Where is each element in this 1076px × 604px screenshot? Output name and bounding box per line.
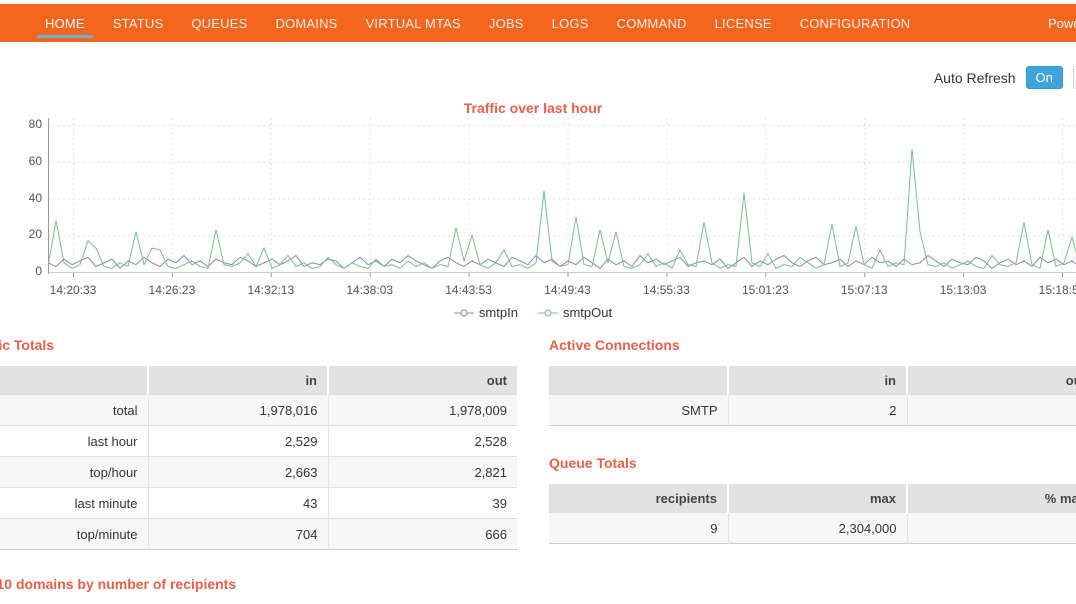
y-axis-label: 0 bbox=[35, 264, 42, 278]
table-cell: 2,529 bbox=[147, 425, 328, 457]
legend-label: smtpOut bbox=[562, 305, 613, 320]
column-header bbox=[549, 366, 728, 395]
table-row: SMTP 2 bbox=[549, 394, 1076, 426]
column-header: in bbox=[727, 366, 907, 395]
auto-refresh-label: Auto Refresh bbox=[933, 69, 1016, 86]
table-cell: 2 bbox=[727, 394, 907, 426]
table-cell: SMTP bbox=[549, 394, 728, 426]
column-header bbox=[0, 366, 148, 395]
active-connections-heading: Active Connections bbox=[549, 337, 680, 353]
active-connections-table: inoutSMTP2 bbox=[549, 366, 1076, 426]
column-header: % max bbox=[906, 484, 1076, 513]
nav-item-license[interactable]: LICENSE bbox=[714, 15, 772, 31]
y-axis-label: 80 bbox=[28, 117, 42, 131]
chart-legend: smtpIn smtpOut bbox=[0, 305, 1076, 320]
table-cell: 1,978,009 bbox=[327, 394, 517, 426]
table-cell: last minute bbox=[0, 487, 148, 519]
x-axis-label: 14:26:23 bbox=[148, 283, 196, 297]
table-cell: 43 bbox=[147, 487, 328, 519]
y-axis-label: 20 bbox=[28, 227, 42, 242]
legend-marker-icon bbox=[453, 309, 474, 316]
nav-item-status[interactable]: STATUS bbox=[112, 15, 164, 31]
table-cell bbox=[906, 512, 1076, 544]
legend-marker-icon bbox=[537, 309, 558, 316]
nav-item-home[interactable]: HOME bbox=[37, 4, 93, 42]
table-row: total 1,978,016 1,978,009 bbox=[0, 394, 517, 426]
auto-refresh-off-button[interactable]: Off bbox=[1072, 66, 1076, 89]
x-axis-label: 15:13:03 bbox=[939, 283, 987, 297]
x-axis-label: 15:18:53 bbox=[1038, 283, 1076, 297]
x-axis-label: 15:01:23 bbox=[741, 283, 789, 297]
table-cell: top/minute bbox=[0, 518, 148, 550]
top-domains-heading: Top 10 domains by number of recipients bbox=[0, 576, 237, 592]
y-axis-label: 60 bbox=[28, 153, 42, 168]
active-connections-section: Active Connections inoutSMTP2 bbox=[549, 337, 1076, 426]
column-header: out bbox=[327, 366, 517, 395]
brand-text: PowerMTA bbox=[1048, 15, 1076, 31]
table-row: 9 2,304,000 bbox=[549, 512, 1076, 544]
nav-item-virtual-mtas[interactable]: VIRTUAL MTAS bbox=[365, 15, 461, 31]
column-header: max bbox=[727, 484, 907, 513]
x-axis-label: 15:07:13 bbox=[840, 283, 888, 297]
chart-title: Traffic over last hour bbox=[463, 100, 603, 116]
table-cell: 2,304,000 bbox=[727, 512, 907, 544]
table-cell: 39 bbox=[327, 487, 517, 519]
table-row: top/minute 704 666 bbox=[0, 518, 517, 550]
x-axis-label: 14:32:13 bbox=[247, 283, 295, 297]
queue-totals-heading: Queue Totals bbox=[549, 455, 637, 471]
top-nav: HOME STATUS QUEUES DOMAINS VIRTUAL MTAS JOBS L… bbox=[0, 4, 1076, 42]
traffic-totals-section: Traffic Totals inouttotal1,978,0161,978,… bbox=[0, 337, 517, 550]
column-header: in bbox=[147, 366, 328, 395]
table-cell: 2,821 bbox=[327, 456, 517, 488]
table-row: top/hour 2,663 2,821 bbox=[0, 456, 517, 488]
table-cell: 704 bbox=[147, 518, 328, 550]
table-cell: 9 bbox=[549, 512, 728, 544]
column-header: recipients bbox=[549, 484, 728, 513]
nav-item-logs[interactable]: LOGS bbox=[551, 15, 589, 31]
table-cell: 2,663 bbox=[147, 456, 328, 488]
legend-label: smtpIn bbox=[478, 305, 518, 320]
x-axis-label: 14:20:33 bbox=[49, 283, 97, 297]
column-header: out bbox=[906, 366, 1076, 395]
x-axis-label: 14:55:33 bbox=[643, 283, 690, 297]
legend-item-smtpIn: smtpIn bbox=[453, 305, 518, 320]
table-cell: last hour bbox=[0, 425, 148, 457]
y-axis-label: 40 bbox=[28, 190, 42, 205]
table-cell: 1,978,016 bbox=[147, 394, 328, 426]
x-axis-label: 14:43:53 bbox=[445, 283, 492, 297]
nav-item-queues[interactable]: QUEUES bbox=[191, 15, 248, 31]
table-cell: 666 bbox=[327, 518, 517, 550]
nav-menu: HOME STATUS QUEUES DOMAINS VIRTUAL MTAS JOBS L… bbox=[0, 4, 1076, 42]
auto-refresh-on-button[interactable]: On bbox=[1025, 66, 1063, 89]
table-cell: top/hour bbox=[0, 456, 148, 488]
nav-item-command[interactable]: COMMAND bbox=[616, 15, 687, 31]
auto-refresh-control: Auto Refresh On Off bbox=[728, 66, 1076, 89]
traffic-totals-heading: Traffic Totals bbox=[0, 337, 55, 353]
table-cell bbox=[906, 394, 1076, 426]
nav-item-domains[interactable]: DOMAINS bbox=[275, 15, 338, 31]
table-cell: total bbox=[0, 394, 148, 426]
traffic-totals-table: in out total 1,978,016 1,978,009 last hour 2,5… bbox=[0, 366, 517, 550]
nav-item-jobs[interactable]: JOBS bbox=[488, 15, 524, 31]
table-cell: 2,528 bbox=[327, 425, 517, 457]
x-axis-label: 14:49:43 bbox=[544, 283, 591, 297]
x-axis-label: 14:38:03 bbox=[346, 283, 394, 297]
traffic-chart-plot bbox=[47, 118, 1076, 278]
nav-item-configuration[interactable]: CONFIGURATION bbox=[799, 15, 911, 31]
table-row: last minute 43 39 bbox=[0, 487, 517, 519]
table-row: last hour 2,529 2,528 bbox=[0, 425, 517, 457]
chart-canvas bbox=[47, 118, 1076, 277]
legend-item-smtpOut: smtpOut bbox=[537, 305, 613, 320]
